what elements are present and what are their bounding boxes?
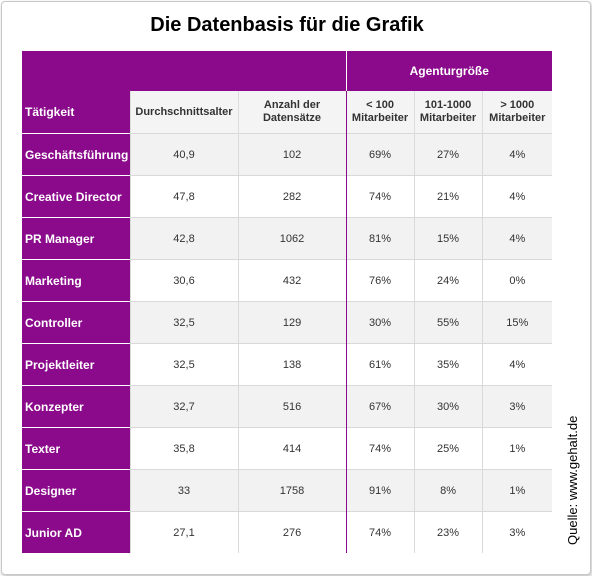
column-header-activity: Tätigkeit (22, 91, 130, 134)
column-header-large-line2: Mitarbeiter (489, 112, 546, 124)
row-small: 74% (345, 511, 415, 553)
row-activity: Creative Director (22, 175, 130, 218)
column-header-large: > 1000 Mitarbeiter (481, 91, 553, 134)
row-large: 4% (481, 133, 553, 176)
row-activity: PR Manager (22, 217, 130, 260)
data-table: Agenturgröße Tätigkeit Durchschnittsalte… (22, 51, 553, 553)
row-avg-age: 40,9 (129, 133, 238, 176)
row-small: 74% (345, 175, 415, 218)
row-activity: Texter (22, 427, 130, 470)
row-medium: 23% (413, 511, 483, 553)
row-large: 3% (481, 385, 553, 428)
row-activity: Controller (22, 301, 130, 344)
row-activity: Projektleiter (22, 343, 130, 386)
row-activity: Konzepter (22, 385, 130, 428)
row-medium: 27% (413, 133, 483, 176)
row-count: 276 (237, 511, 347, 553)
row-count: 129 (237, 301, 347, 344)
row-small: 91% (345, 469, 415, 512)
row-activity: Designer (22, 469, 130, 512)
table-row: Projektleiter 32,5 138 61% 35% 4% (22, 343, 553, 386)
column-header-count-line2: Datensätze (262, 112, 322, 124)
row-avg-age: 30,6 (129, 259, 238, 302)
column-header-large-line1: > 1000 (500, 99, 535, 111)
table-row: Konzepter 32,7 516 67% 30% 3% (22, 385, 553, 428)
row-small: 30% (345, 301, 415, 344)
row-small: 61% (345, 343, 415, 386)
group-header-blank (22, 51, 347, 91)
row-medium: 21% (413, 175, 483, 218)
row-activity: Geschäftsführung (22, 133, 130, 176)
figure-title: Die Datenbasis für die Grafik (150, 14, 424, 36)
row-medium: 15% (413, 217, 483, 260)
table-row: Junior AD 27,1 276 74% 23% 3% (22, 511, 553, 553)
row-avg-age: 33 (129, 469, 238, 512)
row-large: 4% (481, 343, 553, 386)
column-header-count: Anzahl der Datensätze (237, 91, 347, 134)
source-credit: Quelle: www.gehalt.de (565, 415, 580, 545)
row-large: 4% (481, 175, 553, 218)
row-large: 0% (481, 259, 553, 302)
row-large: 1% (481, 469, 553, 512)
row-small: 74% (345, 427, 415, 470)
row-medium: 55% (413, 301, 483, 344)
row-count: 102 (237, 133, 347, 176)
row-small: 67% (345, 385, 415, 428)
row-count: 432 (237, 259, 347, 302)
row-large: 15% (481, 301, 553, 344)
row-medium: 35% (413, 343, 483, 386)
row-large: 4% (481, 217, 553, 260)
group-header-row: Agenturgröße (22, 51, 553, 91)
column-header-small-line1: < 100 (366, 99, 394, 111)
column-header-small-line2: Mitarbeiter (351, 112, 409, 124)
column-header-avg-age: Durchschnittsalter (129, 91, 238, 134)
row-large: 3% (481, 511, 553, 553)
column-header-small: < 100 Mitarbeiter (345, 91, 415, 134)
row-count: 414 (237, 427, 347, 470)
row-medium: 8% (413, 469, 483, 512)
column-header-medium-line2: Mitarbeiter (419, 112, 477, 124)
row-medium: 25% (413, 427, 483, 470)
row-avg-age: 35,8 (129, 427, 238, 470)
table-row: Controller 32,5 129 30% 55% 15% (22, 301, 553, 344)
table-row: Creative Director 47,8 282 74% 21% 4% (22, 175, 553, 218)
row-medium: 24% (413, 259, 483, 302)
table-row: Marketing 30,6 432 76% 24% 0% (22, 259, 553, 302)
row-count: 1758 (237, 469, 347, 512)
row-count: 1062 (237, 217, 347, 260)
row-avg-age: 32,5 (129, 343, 238, 386)
row-small: 69% (345, 133, 415, 176)
row-avg-age: 32,5 (129, 301, 238, 344)
row-count: 138 (237, 343, 347, 386)
row-count: 516 (237, 385, 347, 428)
table-row: Designer 33 1758 91% 8% 1% (22, 469, 553, 512)
column-header-medium-line1: 101-1000 (424, 99, 472, 111)
table-row: Texter 35,8 414 74% 25% 1% (22, 427, 553, 470)
row-activity: Junior AD (22, 511, 130, 553)
group-header-agency-size: Agenturgröße (345, 51, 553, 91)
row-avg-age: 32,7 (129, 385, 238, 428)
row-count: 282 (237, 175, 347, 218)
column-header-medium: 101-1000 Mitarbeiter (413, 91, 483, 134)
row-avg-age: 27,1 (129, 511, 238, 553)
table-row: PR Manager 42,8 1062 81% 15% 4% (22, 217, 553, 260)
row-avg-age: 42,8 (129, 217, 238, 260)
row-medium: 30% (413, 385, 483, 428)
row-small: 76% (345, 259, 415, 302)
table-row: Geschäftsführung 40,9 102 69% 27% 4% (22, 133, 553, 176)
row-small: 81% (345, 217, 415, 260)
row-avg-age: 47,8 (129, 175, 238, 218)
column-header-count-line1: Anzahl der (263, 99, 321, 111)
row-large: 1% (481, 427, 553, 470)
column-header-row: Tätigkeit Durchschnittsalter Anzahl der D… (22, 91, 553, 134)
row-activity: Marketing (22, 259, 130, 302)
